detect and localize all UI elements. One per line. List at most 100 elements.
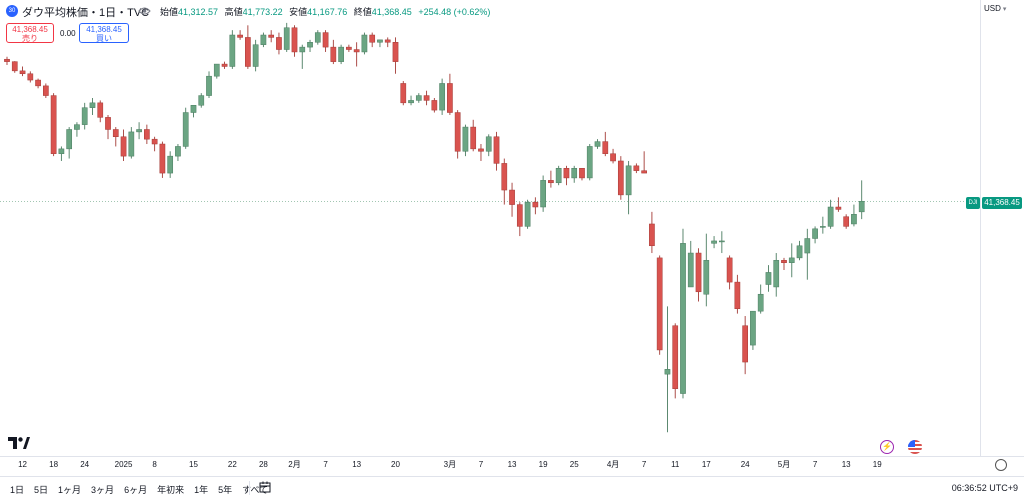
candle-body [726,257,733,283]
time-tick-label: 3月 [444,460,456,469]
candle-body [229,34,236,67]
candle-body [617,160,624,196]
candle-body [252,44,259,67]
spread-value: 0.00 [60,29,76,38]
candle-body [509,189,515,205]
currency-label: USD [984,4,1001,13]
candle-body [540,180,546,208]
candle-body [734,281,741,310]
timeframe-5y[interactable]: 5年 [218,484,233,495]
candle-body [757,293,764,312]
lightning-icon[interactable]: ⚡ [880,440,894,454]
candle-body [586,146,593,179]
candle-body [703,260,710,295]
candle-body [516,204,523,227]
us-flag-icon[interactable] [908,440,922,454]
candle-body [408,100,414,104]
candle-body [268,34,275,38]
candle-body [237,34,243,38]
settings-icon[interactable] [995,459,1007,471]
timeframe-1m[interactable]: 1ヶ月 [58,484,82,495]
candle-body [276,37,282,50]
candle-body [213,63,220,77]
candle-body [415,95,422,101]
high-value: 41,773.22 [242,7,283,17]
candle-body [198,95,205,106]
symbol-title[interactable]: ダウ平均株価・1日・TVC [22,7,150,19]
sell-price: 41,368.45 [12,25,48,34]
candle-body [291,27,298,53]
time-tick-label: 19 [873,460,882,469]
price-chart[interactable]: 44,800.0044,400.0044,000.0043,600.0043,2… [0,0,980,476]
candle-body [641,170,647,174]
candle-body [338,46,344,62]
time-tick-label: 13 [842,460,851,469]
buy-price: 41,368.45 [86,25,122,34]
candle-body [594,141,601,147]
price-axis-border [980,0,981,456]
sell-button[interactable]: 41,368.45 売り [6,23,54,43]
time-tick-label: 7 [642,460,647,469]
candle-body [664,369,671,375]
change-value: +254.48 (+0.62%) [418,7,491,17]
candle-body [245,37,251,67]
timeframe-ytd[interactable]: 年初来 [157,484,185,495]
candle-body [687,252,694,288]
candle-body [532,201,539,208]
candle-body [610,153,616,162]
candle-body [827,206,834,227]
candle-body [97,102,104,118]
candle-body [555,167,562,184]
candle-body [384,39,391,43]
time-tick-label: 24 [741,460,750,469]
tradingview-logo[interactable] [8,437,30,449]
timeframe-all[interactable]: すべて [242,484,269,495]
timeframe-1d[interactable]: 1日 [10,484,25,495]
timeframe-1y[interactable]: 1年 [194,484,209,495]
candle-body [625,165,632,196]
candle-body [283,27,290,50]
time-tick-label: 7 [813,460,818,469]
candle-body [765,272,772,285]
time-tick-label: 13 [508,460,517,469]
candle-body [478,148,484,152]
time-tick-label: 18 [49,460,58,469]
time-tick-label: 2月 [288,460,300,469]
symbol-badge[interactable]: 30 [6,5,18,17]
candle-body [260,34,267,45]
calendar-icon[interactable] [259,481,271,493]
candle-body [649,223,655,247]
currency-selector[interactable]: USD ▾ [984,4,1006,13]
candle-body [182,112,189,147]
candle-body [66,129,73,150]
candle-body [105,117,111,130]
ohlc-readout: 始値41,312.57 高値41,773.22 安値41,167.76 終値41… [160,5,494,18]
time-tick-label: 25 [570,460,579,469]
candle-body [711,240,717,244]
time-tick-label: 17 [702,460,711,469]
timeframe-5d[interactable]: 5日 [34,484,49,495]
buy-button[interactable]: 41,368.45 買い [79,23,129,43]
candle-body [322,32,329,48]
eye-icon[interactable] [138,5,151,17]
candle-body [377,39,383,43]
candle-body [43,85,49,96]
candle-body [843,216,850,227]
close-label: 終値 [353,7,372,17]
timeframe-6m[interactable]: 6ヶ月 [124,484,148,495]
candle-body [330,46,337,62]
candle-body [307,42,313,48]
close-value: 41,368.45 [371,7,412,17]
clock-display[interactable]: 06:36:52 UTC+9 [951,483,1018,493]
candle-body [563,167,570,179]
candle-body [431,100,438,111]
time-tick-label: 20 [391,460,400,469]
time-tick-label: 7 [479,460,484,469]
candle-body [423,95,430,101]
timeframe-3m[interactable]: 3ヶ月 [91,484,115,495]
candle-body [11,61,18,72]
candle-body [299,46,306,53]
candle-body [35,79,41,87]
candle-body [81,107,88,125]
candle-body [656,257,663,351]
